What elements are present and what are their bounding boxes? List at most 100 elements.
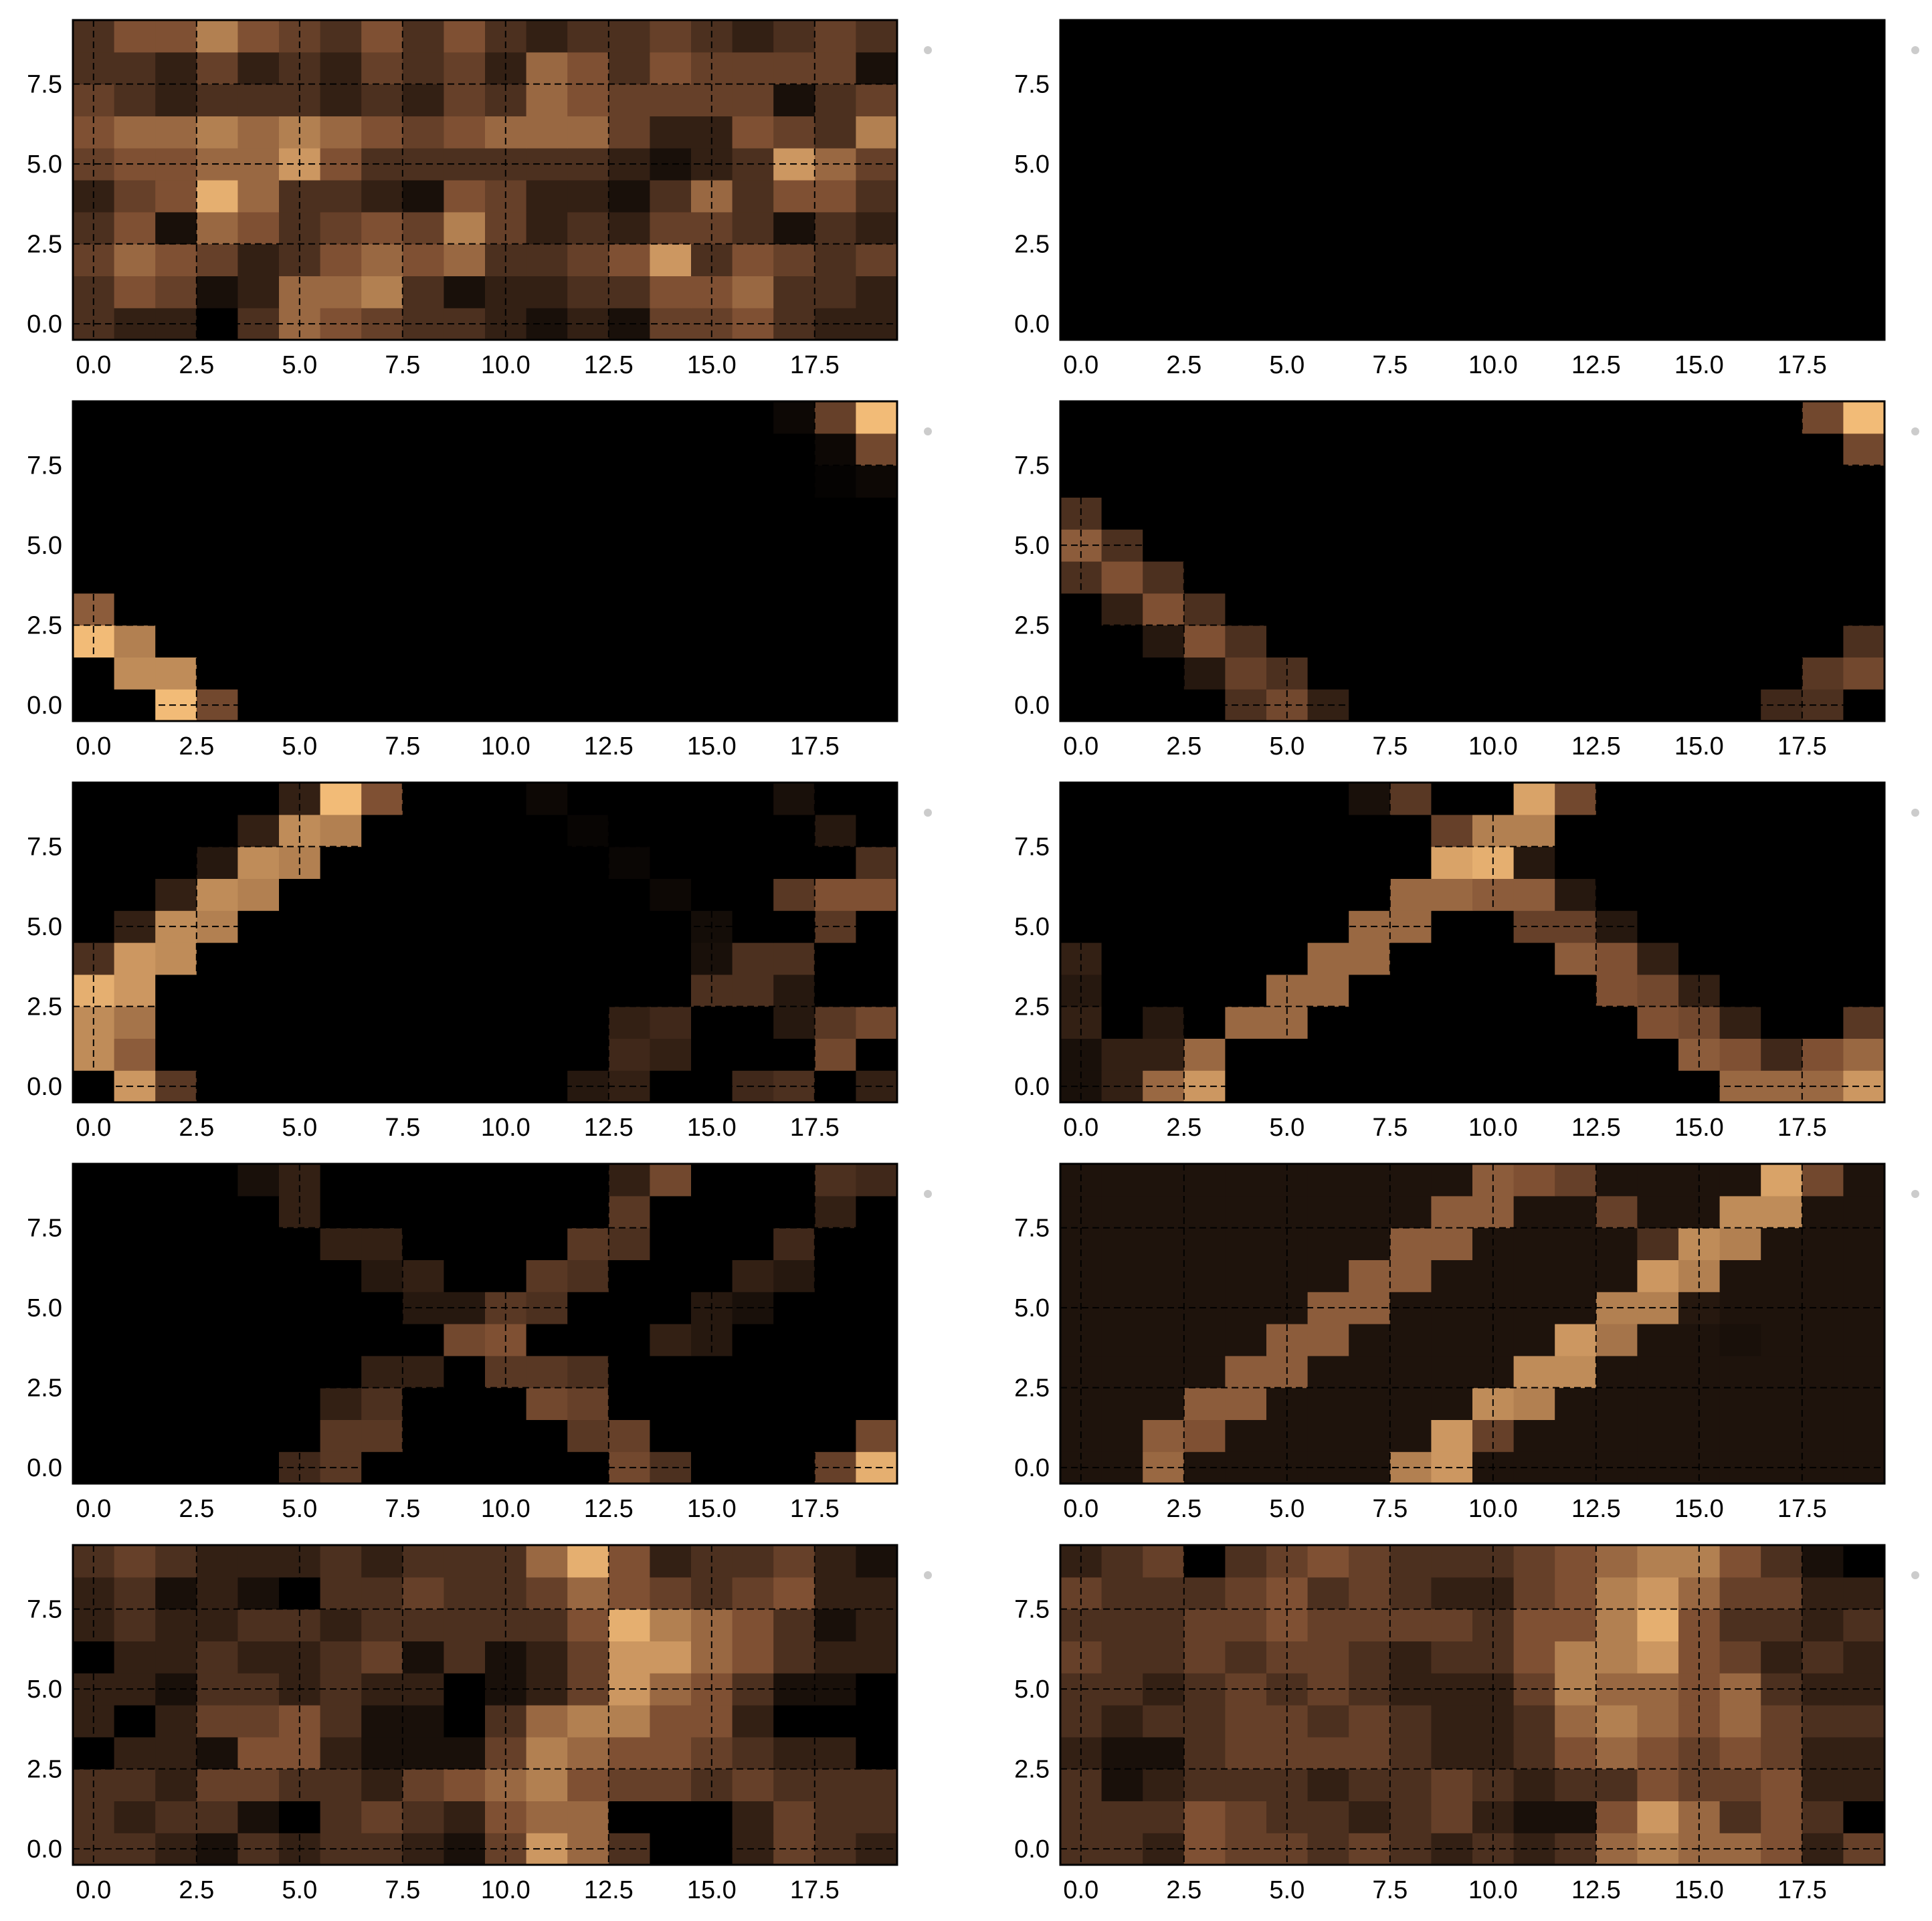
heatmap-cell (1761, 783, 1803, 815)
heatmap-cell (1802, 1387, 1844, 1420)
heatmap-cell (114, 1736, 156, 1770)
heatmap-cell (1225, 497, 1267, 530)
heatmap-cell (402, 1355, 444, 1389)
heatmap-cell (114, 846, 156, 879)
heatmap-cell (196, 1641, 238, 1674)
heatmap-cell (1225, 20, 1267, 53)
heatmap-cell (1389, 1641, 1432, 1674)
heatmap-cell (1143, 1164, 1185, 1197)
heatmap-cell (732, 52, 774, 85)
heatmap-cell (320, 1801, 362, 1833)
heatmap-cell (1225, 243, 1267, 276)
heatmap-cell (814, 211, 856, 245)
heatmap-cell (1596, 783, 1638, 815)
x-tick-label: 15.0 (687, 351, 737, 379)
heatmap-cell (361, 1801, 403, 1833)
heatmap-cell (1513, 180, 1555, 213)
heatmap-cell (237, 211, 280, 245)
heatmap-cell (567, 276, 609, 308)
y-tick-label: 0.0 (27, 1835, 62, 1863)
heatmap-cell (526, 116, 568, 148)
heatmap-cell (1513, 974, 1555, 1007)
heatmap-cell (1596, 1227, 1638, 1260)
heatmap-cell (1555, 211, 1597, 245)
heatmap-cell (1555, 1641, 1597, 1674)
heatmap-cell (1513, 1259, 1555, 1292)
x-tick-label: 5.0 (1269, 351, 1305, 379)
x-tick-label: 15.0 (687, 1114, 737, 1142)
heatmap-cell (1101, 1577, 1143, 1610)
heatmap-cell (526, 1577, 568, 1610)
heatmap-cell (1307, 1355, 1349, 1389)
heatmap-cell (361, 1355, 403, 1389)
heatmap-cell (608, 814, 650, 847)
heatmap-cell (1431, 783, 1473, 815)
heatmap-cell (444, 243, 486, 276)
heatmap-cell (773, 974, 815, 1007)
heatmap-cell (444, 814, 486, 847)
heatmap-cell (1431, 974, 1473, 1007)
heatmap-cell (1101, 1387, 1143, 1420)
heatmap-cell (155, 1705, 197, 1738)
x-tick-label: 12.5 (1571, 1114, 1621, 1142)
heatmap-cell (1307, 1801, 1349, 1833)
heatmap-cell (1349, 1195, 1391, 1229)
heatmap-cell (526, 1259, 568, 1292)
heatmap-cell (361, 52, 403, 85)
heatmap-cell (1513, 433, 1555, 466)
heatmap-cell (567, 180, 609, 213)
heatmap-cell (320, 1768, 362, 1801)
heatmap-panel-5: 0.0 2.5 5.0 7.5 10.0 12.5 15.0 17.5 0.0 2.5 5.0 7.5 (27, 781, 932, 1142)
heatmap-cell (814, 1736, 856, 1770)
heatmap-cell (402, 401, 444, 434)
heatmap-cell (1761, 1609, 1803, 1641)
heatmap-cell (1431, 116, 1473, 148)
heatmap-cell (1307, 1387, 1349, 1420)
heatmap-cell (320, 1609, 362, 1641)
heatmap-cell (814, 1227, 856, 1260)
y-tick-label: 5.0 (1014, 1676, 1050, 1704)
heatmap-cell (773, 1387, 815, 1420)
heatmap-cell (1637, 116, 1679, 148)
heatmap-cell (1555, 625, 1597, 658)
heatmap-cell (320, 1577, 362, 1610)
heatmap-cell (1101, 1006, 1143, 1039)
heatmap-cell (444, 1259, 486, 1292)
y-tick-label: 2.5 (27, 1756, 62, 1784)
heatmap-cell (1802, 1355, 1844, 1389)
heatmap-cell (237, 497, 280, 530)
heatmap-cell (1101, 1227, 1143, 1260)
heatmap-cell (650, 1164, 692, 1197)
heatmap-cell (1637, 1006, 1679, 1039)
heatmap-cell (114, 1324, 156, 1356)
heatmap-cell (814, 1038, 856, 1071)
heatmap-cell (237, 974, 280, 1007)
heatmap-cell (1637, 942, 1679, 975)
heatmap-cell (320, 497, 362, 530)
axes-frame (72, 1544, 898, 1866)
heatmap-cell (114, 942, 156, 975)
heatmap-cell (814, 465, 856, 498)
heatmap-cell (1761, 211, 1803, 245)
legend-marker (1911, 1190, 1919, 1198)
x-tick-label: 17.5 (790, 351, 840, 379)
heatmap-cell (1843, 1736, 1885, 1770)
heatmap-cell (1802, 1609, 1844, 1641)
heatmap-cell (1637, 20, 1679, 53)
y-tick-label: 7.5 (1014, 71, 1050, 99)
heatmap-cell (1513, 116, 1555, 148)
heatmap-cell (1183, 243, 1226, 276)
heatmap-cell (650, 1705, 692, 1738)
heatmap-cell (526, 1768, 568, 1801)
heatmap-cell (526, 1609, 568, 1641)
heatmap-cell (1143, 84, 1185, 116)
heatmap-panel-1: 0.0 2.5 5.0 7.5 10.0 12.5 15.0 17.5 0.0 2.5 5.0 7.5 (27, 19, 932, 379)
heatmap-cell (444, 1736, 486, 1770)
heatmap-cell (1637, 1195, 1679, 1229)
heatmap-cell (1431, 593, 1473, 626)
x-tick-label: 5.0 (282, 351, 317, 379)
axes-frame (72, 400, 898, 722)
heatmap-cell (1349, 1355, 1391, 1389)
heatmap-cell (814, 1006, 856, 1039)
heatmap-cell (567, 1355, 609, 1389)
